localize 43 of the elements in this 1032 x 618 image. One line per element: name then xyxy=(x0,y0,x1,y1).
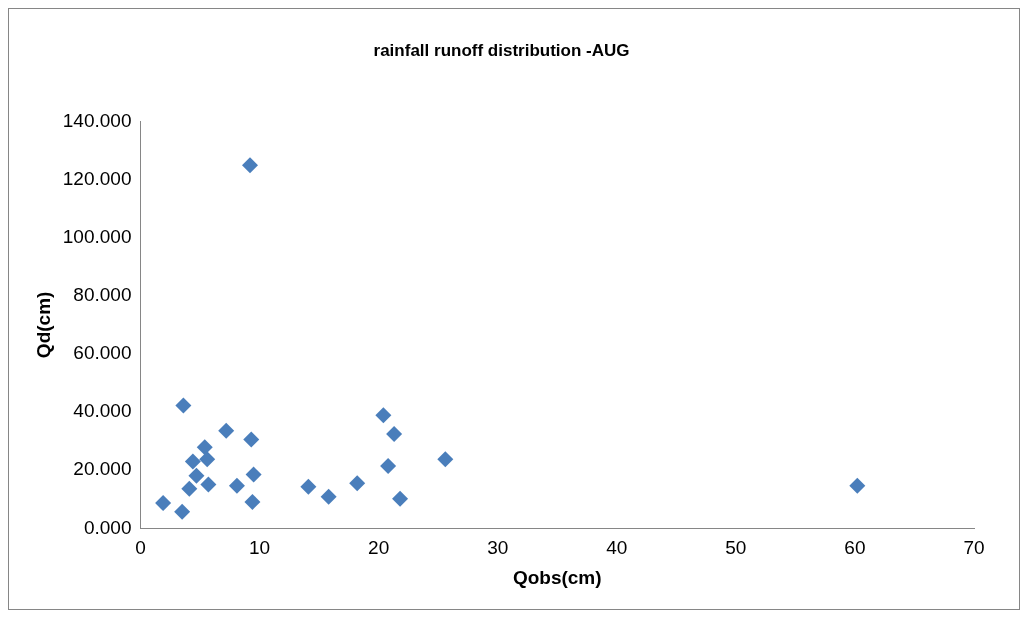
point xyxy=(242,157,259,174)
point xyxy=(245,466,262,483)
point xyxy=(244,493,261,510)
point xyxy=(349,475,366,492)
x-tick-label: 20 xyxy=(368,537,390,559)
y-axis-title: Qd(cm) xyxy=(32,291,54,359)
point xyxy=(300,478,317,495)
y-tick-label: 100.000 xyxy=(62,225,132,247)
x-tick-label: 60 xyxy=(844,537,866,559)
point xyxy=(392,490,409,507)
y-tick-label: 20.000 xyxy=(73,458,132,480)
point xyxy=(228,477,245,494)
point xyxy=(184,453,201,470)
x-tick-label: 0 xyxy=(135,537,146,559)
point xyxy=(200,476,217,493)
chart-title: rainfall runoff distribution -AUG xyxy=(373,40,630,60)
point xyxy=(386,425,403,442)
point xyxy=(199,451,216,468)
x-tick-label: 50 xyxy=(725,537,747,559)
point xyxy=(188,467,205,484)
point xyxy=(174,503,191,520)
point xyxy=(175,397,192,414)
y-tick-label: 0.000 xyxy=(83,516,132,538)
x-tick-label: 40 xyxy=(606,537,628,559)
x-tick-label: 30 xyxy=(487,537,509,559)
x-tick-label: 10 xyxy=(248,537,271,559)
y-tick-label: 40.000 xyxy=(73,400,132,422)
x-tick-label: 70 xyxy=(963,537,985,559)
point xyxy=(181,480,198,497)
point xyxy=(243,431,260,448)
y-tick-label: 80.000 xyxy=(73,284,132,306)
point xyxy=(218,422,235,439)
point xyxy=(320,488,337,505)
x-axis-title: Qobs(cm) xyxy=(512,566,602,588)
point xyxy=(196,439,213,456)
y-tick-label: 120.000 xyxy=(62,167,132,189)
point xyxy=(849,477,866,494)
point xyxy=(437,451,454,468)
point xyxy=(155,495,172,512)
y-tick-label: 60.000 xyxy=(73,342,132,364)
point xyxy=(380,457,397,474)
y-tick-label: 140.000 xyxy=(62,109,132,131)
point xyxy=(375,407,392,424)
